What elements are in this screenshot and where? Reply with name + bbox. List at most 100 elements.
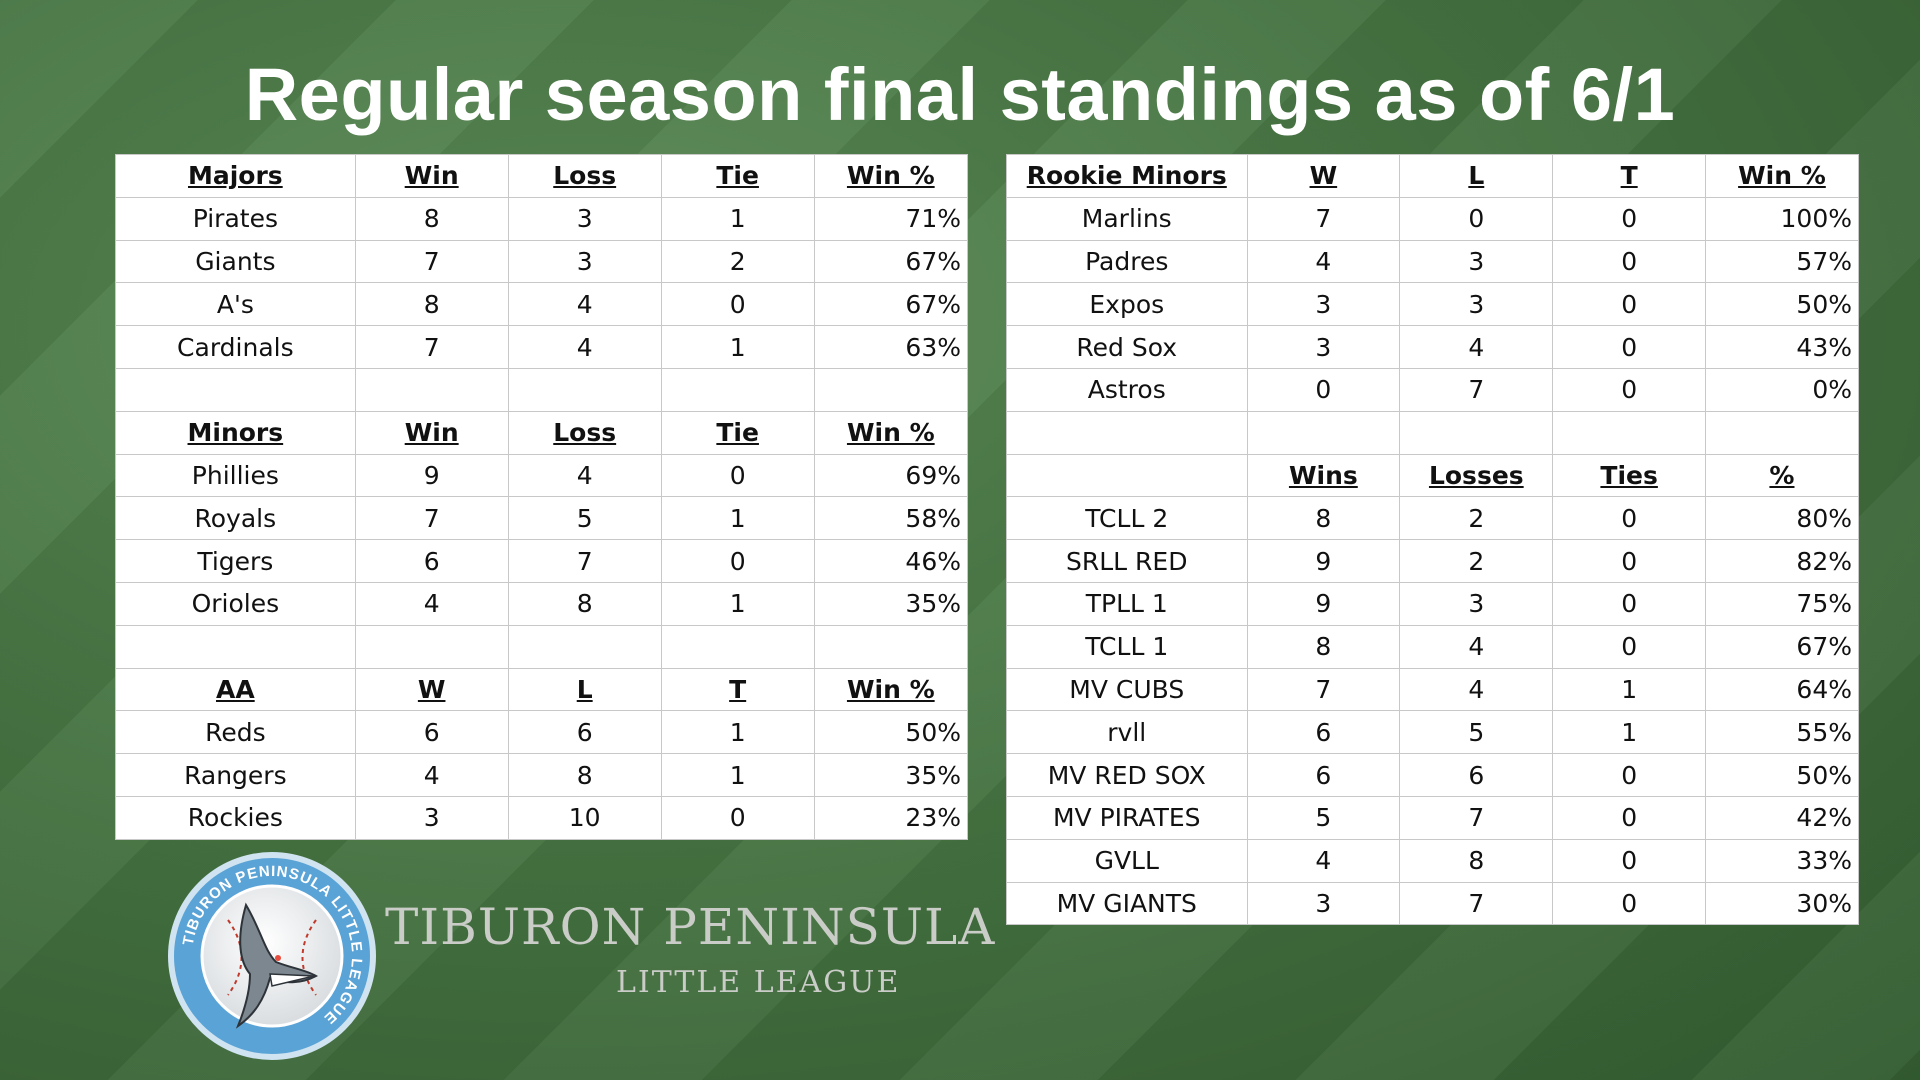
- ties-cell: 0: [660, 282, 815, 327]
- table-row: MV CUBS 7 4 1 64%: [1006, 667, 1860, 712]
- division-header: [1006, 453, 1248, 498]
- wins-cell: 3: [1246, 282, 1401, 327]
- division-header: AA: [115, 667, 356, 712]
- table-row: Royals 7 5 1 58%: [115, 496, 969, 541]
- division-header: Majors: [115, 154, 356, 198]
- column-header: Win: [354, 154, 509, 198]
- losses-cell: 3: [1399, 581, 1554, 626]
- column-header: Win %: [813, 667, 969, 712]
- win-pct-cell: 33%: [1704, 838, 1860, 883]
- ties-cell: 0: [1552, 282, 1706, 327]
- table-row: Padres 4 3 0 57%: [1006, 239, 1860, 284]
- losses-cell: 0: [1399, 196, 1554, 241]
- team-name-cell: Astros: [1006, 367, 1248, 412]
- column-header: T: [1552, 154, 1706, 198]
- empty-cell: [354, 624, 509, 669]
- win-pct-cell: 50%: [1704, 753, 1860, 797]
- wins-cell: 8: [1246, 624, 1401, 669]
- win-pct-cell: 58%: [813, 496, 969, 541]
- wins-cell: 7: [354, 325, 509, 369]
- empty-cell: [115, 624, 356, 669]
- column-header: T: [660, 667, 815, 712]
- win-pct-cell: 63%: [813, 325, 969, 369]
- win-pct-cell: 50%: [813, 710, 969, 755]
- wins-cell: 7: [1246, 667, 1401, 712]
- table-row: Expos 3 3 0 50%: [1006, 282, 1860, 327]
- losses-cell: 3: [507, 196, 662, 241]
- empty-cell: [1246, 410, 1401, 455]
- column-header: Win %: [813, 154, 969, 198]
- column-header: %: [1704, 453, 1860, 498]
- wins-cell: 5: [1246, 795, 1401, 840]
- win-pct-cell: 50%: [1704, 282, 1860, 327]
- team-name-cell: Royals: [115, 496, 356, 541]
- losses-cell: 8: [1399, 838, 1554, 883]
- win-pct-cell: 67%: [813, 239, 969, 284]
- table-row: MV GIANTS 3 7 0 30%: [1006, 881, 1860, 926]
- table-row: TCLL 2 8 2 0 80%: [1006, 496, 1860, 541]
- team-name-cell: Expos: [1006, 282, 1248, 327]
- losses-cell: 6: [507, 710, 662, 755]
- losses-cell: 8: [507, 581, 662, 626]
- spacer-row: [115, 367, 969, 412]
- wins-cell: 6: [354, 710, 509, 755]
- losses-cell: 6: [1399, 753, 1554, 797]
- table-row: Orioles 4 8 1 35%: [115, 581, 969, 626]
- table-row: TPLL 1 9 3 0 75%: [1006, 581, 1860, 626]
- team-name-cell: SRLL RED: [1006, 539, 1248, 583]
- ties-cell: 0: [1552, 196, 1706, 241]
- empty-cell: [660, 624, 815, 669]
- table-row: Giants 7 3 2 67%: [115, 239, 969, 284]
- losses-cell: 3: [1399, 239, 1554, 284]
- win-pct-cell: 43%: [1704, 325, 1860, 369]
- losses-cell: 10: [507, 795, 662, 840]
- column-header: Loss: [507, 410, 662, 455]
- header-row: Majors Win Loss Tie Win %: [115, 154, 969, 198]
- wins-cell: 4: [1246, 239, 1401, 284]
- ties-cell: 1: [660, 325, 815, 369]
- empty-cell: [1552, 410, 1706, 455]
- team-name-cell: TPLL 1: [1006, 581, 1248, 626]
- ties-cell: 1: [660, 710, 815, 755]
- ties-cell: 0: [1552, 496, 1706, 541]
- win-pct-cell: 67%: [1704, 624, 1860, 669]
- ties-cell: 0: [1552, 325, 1706, 369]
- win-pct-cell: 82%: [1704, 539, 1860, 583]
- empty-cell: [1006, 410, 1248, 455]
- wins-cell: 7: [1246, 196, 1401, 241]
- wins-cell: 8: [354, 196, 509, 241]
- brand-subtitle: LITTLE LEAGUE: [616, 965, 901, 1000]
- team-name-cell: Marlins: [1006, 196, 1248, 241]
- team-name-cell: Padres: [1006, 239, 1248, 284]
- team-name-cell: A's: [115, 282, 356, 327]
- win-pct-cell: 75%: [1704, 581, 1860, 626]
- table-row: Astros 0 7 0 0%: [1006, 367, 1860, 412]
- empty-cell: [354, 367, 509, 412]
- division-header: Rookie Minors: [1006, 154, 1248, 198]
- team-name-cell: Cardinals: [115, 325, 356, 369]
- wins-cell: 4: [354, 753, 509, 797]
- table-row: Marlins 7 0 0 100%: [1006, 196, 1860, 241]
- losses-cell: 3: [1399, 282, 1554, 327]
- team-name-cell: Orioles: [115, 581, 356, 626]
- team-name-cell: MV PIRATES: [1006, 795, 1248, 840]
- table-row: Phillies 9 4 0 69%: [115, 453, 969, 498]
- losses-cell: 4: [507, 453, 662, 498]
- ties-cell: 0: [1552, 239, 1706, 284]
- wins-cell: 3: [1246, 325, 1401, 369]
- brand-name: TIBURON PENINSULA: [385, 898, 996, 956]
- ties-cell: 0: [1552, 838, 1706, 883]
- team-name-cell: Reds: [115, 710, 356, 755]
- wins-cell: 6: [1246, 753, 1401, 797]
- win-pct-cell: 42%: [1704, 795, 1860, 840]
- ties-cell: 0: [660, 453, 815, 498]
- empty-cell: [813, 367, 969, 412]
- wins-cell: 7: [354, 496, 509, 541]
- win-pct-cell: 100%: [1704, 196, 1860, 241]
- ties-cell: 0: [1552, 581, 1706, 626]
- losses-cell: 3: [507, 239, 662, 284]
- ties-cell: 1: [1552, 710, 1706, 755]
- column-header: Win %: [813, 410, 969, 455]
- team-name-cell: Giants: [115, 239, 356, 284]
- column-header: Tie: [660, 154, 815, 198]
